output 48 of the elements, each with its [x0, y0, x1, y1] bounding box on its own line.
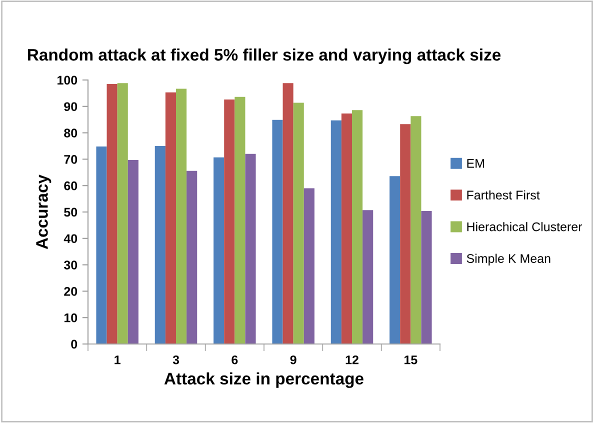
bar — [234, 96, 246, 344]
bar — [330, 120, 342, 344]
bar — [245, 154, 256, 344]
legend-label: Hierachical Clusterer — [467, 222, 582, 232]
legend-label: EM — [467, 159, 484, 168]
legend-label: Farthest First — [467, 190, 540, 200]
x-tick-label: 6 — [232, 355, 238, 364]
y-tick-label: 60 — [64, 181, 78, 190]
bar — [165, 92, 176, 344]
x-tick-label: 3 — [172, 355, 180, 364]
bar — [282, 83, 294, 344]
bar — [400, 124, 411, 344]
bar — [224, 100, 235, 344]
bar — [154, 146, 166, 344]
bar — [410, 116, 422, 344]
x-tick-label: 15 — [404, 356, 418, 364]
y-tick-label: 90 — [64, 102, 78, 112]
y-tick-label: 70 — [64, 155, 78, 164]
bar — [106, 84, 118, 344]
bar — [96, 146, 107, 344]
y-tick-label: 0 — [71, 340, 78, 349]
bar — [341, 114, 352, 344]
y-tick-label: 20 — [64, 287, 78, 296]
bar — [117, 83, 128, 344]
y-tick-label: 100 — [58, 76, 78, 85]
bar — [176, 88, 187, 344]
chart-title: Random attack at fixed 5% filler size and varying attack size — [28, 48, 501, 64]
bar — [214, 157, 224, 344]
y-tick-label: 50 — [64, 208, 78, 217]
x-tick-label: 1 — [114, 356, 120, 364]
y-tick-label: 40 — [64, 234, 78, 244]
bar — [186, 170, 198, 344]
bar — [390, 176, 400, 344]
y-tick-label: 30 — [64, 260, 78, 270]
bar — [421, 210, 432, 344]
bar — [293, 102, 304, 344]
bar — [272, 120, 283, 344]
y-tick-label: 80 — [64, 128, 78, 138]
x-tick-label: 12 — [346, 355, 358, 364]
bar — [362, 210, 374, 344]
x-axis-title: Attack size in percentage — [164, 372, 364, 388]
y-axis-title: Accuracy — [36, 174, 52, 250]
bar — [304, 188, 314, 344]
bar — [352, 110, 363, 344]
bar — [128, 160, 138, 344]
x-tick-label: 9 — [290, 355, 296, 364]
legend-label: Simple K Mean — [466, 254, 550, 266]
y-tick-label: 10 — [64, 313, 78, 322]
